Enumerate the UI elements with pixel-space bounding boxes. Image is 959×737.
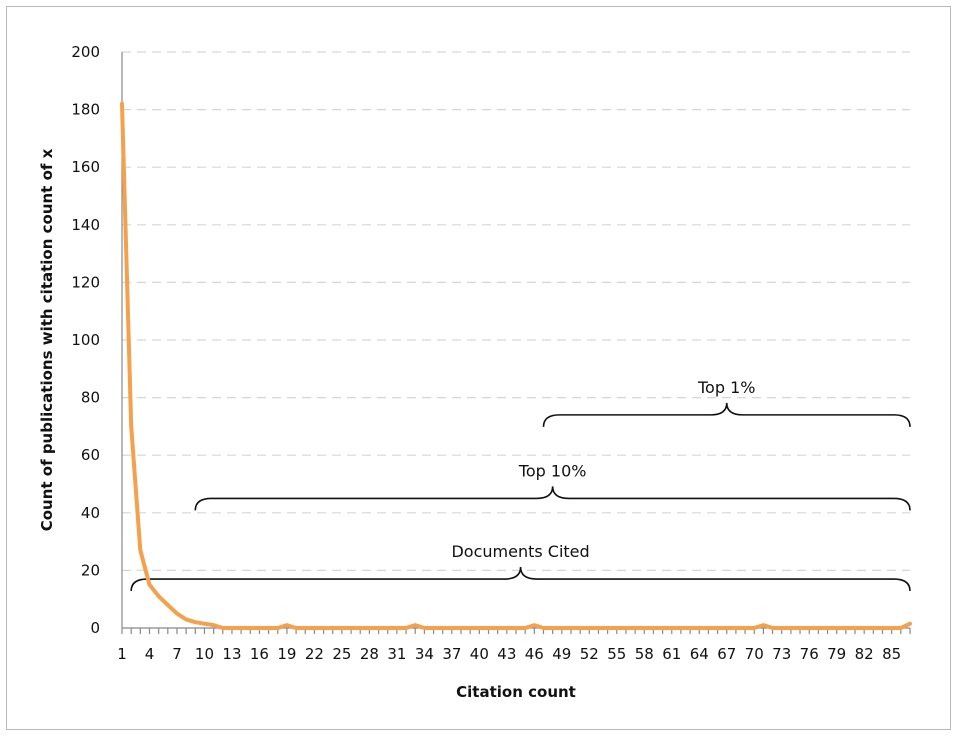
y-tick-label: 0 [90,619,100,637]
x-tick-label: 22 [305,645,324,663]
brace-1 [194,486,911,511]
x-tick-label: 31 [387,645,406,663]
chart-frame [6,6,951,730]
y-tick-label: 140 [71,216,100,234]
x-tick-label: 13 [222,645,241,663]
x-tick-label: 73 [772,645,791,663]
x-tick-label: 85 [882,645,901,663]
series [120,101,912,630]
annotation-label: Top 10% [518,461,587,480]
y-tick-label: 200 [71,43,100,61]
bracket-annotations: Documents Cited Top 10% Top 1% [130,378,911,592]
y-tick-label: 60 [81,446,100,464]
y-tick-label: 100 [71,331,100,349]
x-tick-label: 70 [745,645,764,663]
x-tick-label: 37 [442,645,461,663]
series-line [120,101,912,630]
brace-2 [542,402,911,427]
x-tick-label: 34 [415,645,434,663]
x-tick-label: 67 [717,645,736,663]
x-tick-label: 64 [690,645,709,663]
y-tick-label: 180 [71,101,100,119]
x-tick-label: 49 [552,645,571,663]
y-tick-label: 20 [81,561,100,579]
y-tick-label: 160 [71,158,100,176]
x-tick-label: 40 [470,645,489,663]
brace-0 [130,566,911,592]
y-tick-label: 80 [81,389,100,407]
y-tick-label: 40 [81,504,100,522]
x-tick-label: 25 [332,645,351,663]
annotation-label: Top 1% [697,378,755,397]
x-tick-label: 52 [580,645,599,663]
x-tick-label: 1 [117,645,127,663]
x-tick-label: 79 [827,645,846,663]
gridlines [122,51,910,572]
y-tick-label: 120 [71,273,100,291]
x-tick-label: 61 [662,645,681,663]
y-axis-title: Count of publications with citation coun… [38,148,56,531]
x-tick-label: 76 [800,645,819,663]
x-tick-label: 55 [607,645,626,663]
x-tick-label: 16 [250,645,269,663]
x-axis-title: Citation count [456,683,576,701]
x-tick-label: 19 [277,645,296,663]
y-tick-labels: 0 20 40 60 80 100 120 140 160 180 200 [71,43,100,637]
x-tick-label: 82 [855,645,874,663]
x-tick-label: 7 [172,645,182,663]
annotation-label: Documents Cited [451,542,589,561]
x-tick-label: 58 [635,645,654,663]
x-tick-label: 43 [497,645,516,663]
x-tick-label: 10 [195,645,214,663]
x-tick-label: 4 [145,645,155,663]
x-tick-label: 46 [525,645,544,663]
x-tick-labels: 1 4 7 10 13 16 19 22 25 28 31 34 37 40 43 46 49 52 55 58 61 6… [117,645,901,663]
x-tick-label: 28 [360,645,379,663]
